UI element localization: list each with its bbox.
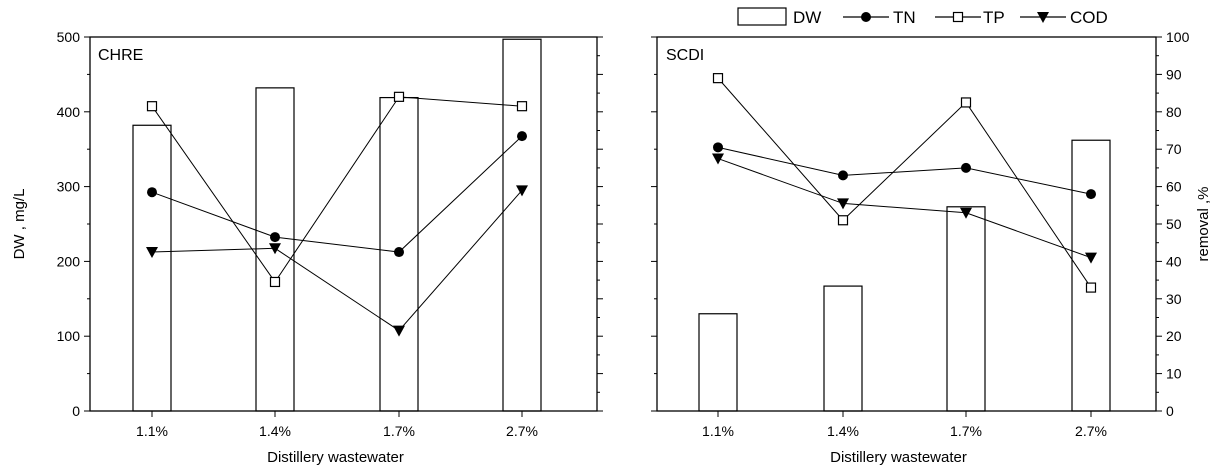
x-tick-label: 2.7%	[506, 423, 538, 439]
y2-axis-title: removal ,%	[1195, 186, 1212, 261]
panel-label: SCDI	[666, 47, 704, 64]
point-cod	[712, 153, 724, 165]
y2-tick-label: 50	[1166, 216, 1182, 232]
point-tp	[837, 215, 849, 226]
legend-label-cod: COD	[1070, 8, 1108, 27]
point-cod	[146, 247, 158, 259]
point-tn	[147, 187, 157, 198]
point-cod	[269, 243, 281, 255]
x-axis-title: Distillery wastewater	[830, 449, 967, 466]
legend-marker-tn	[861, 12, 871, 22]
y-tick-label: 200	[57, 253, 81, 269]
x-tick-label: 2.7%	[1075, 423, 1107, 439]
x-tick-label: 1.7%	[383, 423, 415, 439]
series-line-tp	[717, 77, 1092, 288]
point-tn	[270, 232, 280, 243]
y-tick-label: 100	[57, 328, 81, 344]
y2-tick-label: 40	[1166, 253, 1182, 269]
dw-bar	[946, 206, 986, 412]
x-tick-label: 1.4%	[827, 423, 859, 439]
legend-marker-cod	[1037, 12, 1049, 23]
y-tick-label: 300	[57, 179, 81, 195]
point-cod	[516, 185, 528, 197]
point-tp	[269, 276, 281, 288]
y-tick-label: 500	[57, 29, 81, 45]
point-tn	[961, 162, 971, 173]
dw-bar	[502, 38, 542, 412]
legend	[737, 7, 1066, 26]
dw-bar	[132, 124, 172, 412]
point-tp	[1085, 282, 1097, 293]
x-tick-label: 1.1%	[702, 423, 734, 439]
x-axis-title: Distillery wastewater	[267, 449, 404, 466]
legend-label-tp: TP	[983, 8, 1005, 27]
point-tp	[712, 73, 724, 84]
y-tick-label: 0	[72, 403, 80, 419]
series-line-cod	[151, 190, 523, 332]
y2-tick-label: 30	[1166, 291, 1182, 307]
point-tn	[394, 247, 404, 258]
y-tick-label: 400	[57, 104, 81, 120]
legend-label-dw: DW	[793, 8, 821, 27]
point-cod	[837, 198, 849, 210]
y-axis-title: DW , mg/L	[11, 189, 28, 260]
point-tn	[838, 170, 848, 181]
dw-bar	[1071, 139, 1111, 412]
series-line-cod	[717, 158, 1092, 259]
point-tn	[517, 131, 527, 142]
point-tp	[516, 101, 528, 112]
y2-tick-label: 100	[1166, 29, 1190, 45]
point-cod	[960, 207, 972, 219]
legend-swatch-dw	[737, 7, 787, 26]
panel-chre	[84, 36, 603, 417]
point-cod	[393, 325, 405, 337]
x-tick-label: 1.4%	[259, 423, 291, 439]
panel-label: CHRE	[98, 47, 143, 64]
y2-tick-label: 80	[1166, 104, 1182, 120]
series-line-tn	[717, 146, 1092, 195]
point-tp	[960, 97, 972, 108]
x-tick-label: 1.1%	[136, 423, 168, 439]
point-tp	[393, 91, 405, 102]
panel-scdi	[651, 36, 1162, 417]
x-tick-label: 1.7%	[950, 423, 982, 439]
legend-label-tn: TN	[893, 8, 916, 27]
y2-tick-label: 60	[1166, 179, 1182, 195]
y2-tick-label: 90	[1166, 66, 1182, 82]
point-tn	[713, 142, 723, 153]
series-line-tn	[151, 135, 523, 253]
y2-tick-label: 0	[1166, 403, 1174, 419]
y2-tick-label: 10	[1166, 366, 1182, 382]
dw-bar	[823, 285, 863, 412]
legend-marker-tp	[952, 11, 964, 23]
dw-bar	[698, 313, 738, 412]
point-tn	[1086, 189, 1096, 200]
y2-tick-label: 20	[1166, 328, 1182, 344]
series-line-tp	[151, 96, 523, 283]
y2-tick-label: 70	[1166, 141, 1182, 157]
point-cod	[1085, 252, 1097, 264]
point-tp	[146, 101, 158, 112]
